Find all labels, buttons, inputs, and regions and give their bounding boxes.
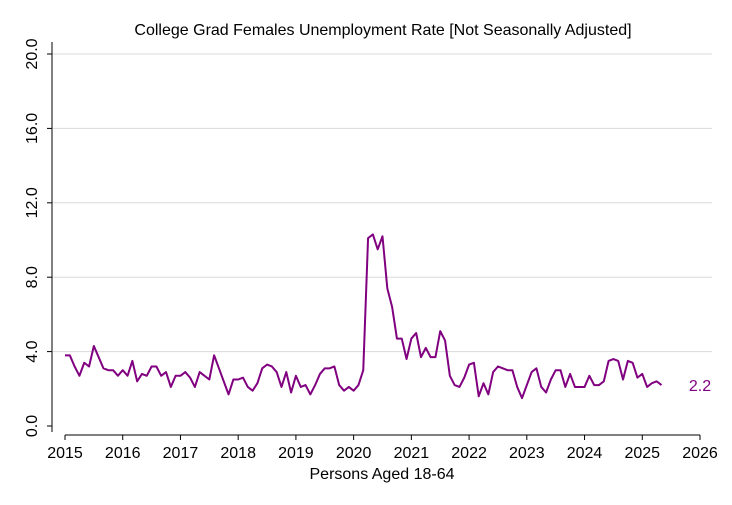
x-tick-label: 2020 [336, 445, 372, 462]
y-tick-label: 16.0 [24, 113, 41, 144]
x-tick-label: 2022 [451, 445, 487, 462]
x-tick-label: 2024 [567, 445, 603, 462]
x-tick-label: 2015 [47, 445, 83, 462]
x-tick-label: 2023 [509, 445, 545, 462]
series-line [65, 233, 663, 400]
y-tick-label: 0.0 [24, 415, 41, 437]
x-axis-label: Persons Aged 18-64 [310, 466, 455, 483]
series-end-label: 2.2 [689, 378, 711, 395]
y-tick-label: 20.0 [24, 38, 41, 69]
y-tick-label: 4.0 [24, 340, 41, 362]
chart-title: College Grad Females Unemployment Rate [… [134, 22, 631, 39]
x-tick-label: 2016 [105, 445, 141, 462]
x-tick-label: 2025 [624, 445, 660, 462]
x-tick-label: 2019 [278, 445, 314, 462]
y-axis-ticks: 0.0 4.0 8.0 12.0 16.0 20.0 [24, 38, 52, 437]
y-tick-label: 8.0 [24, 266, 41, 288]
x-tick-label: 2021 [394, 445, 430, 462]
x-tick-label: 2026 [682, 445, 718, 462]
x-tick-label: 2017 [163, 445, 199, 462]
y-gridlines [53, 53, 712, 353]
series-lines: 2.2 [65, 233, 711, 400]
y-tick-label: 12.0 [24, 187, 41, 218]
axes [51, 42, 700, 436]
x-axis-ticks: 2015 2016 2017 2018 2019 2020 2021 2022 2023 2024… [47, 435, 718, 462]
x-tick-label: 2018 [220, 445, 256, 462]
